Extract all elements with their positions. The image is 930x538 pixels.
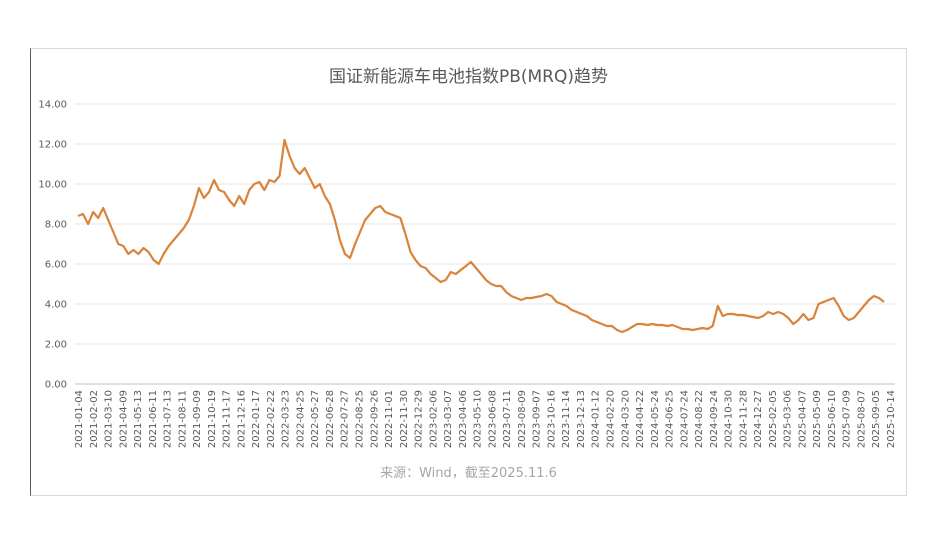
x-tick-label: 2024-06-25 <box>665 390 676 448</box>
x-tick-label: 2023-07-11 <box>502 390 513 448</box>
y-tick-label: 10.00 <box>38 180 67 191</box>
x-tick-label: 2022-11-30 <box>399 390 410 448</box>
x-tick-label: 2022-11-01 <box>384 390 395 448</box>
x-tick-label: 2022-08-25 <box>355 390 366 448</box>
x-tick-label: 2024-02-20 <box>605 390 616 448</box>
x-tick-label: 2021-08-11 <box>177 390 188 448</box>
x-tick-label: 2024-07-24 <box>679 390 690 448</box>
x-tick-label: 2022-07-27 <box>340 390 351 448</box>
x-tick-label: 2023-04-06 <box>458 390 469 448</box>
x-tick-label: 2021-07-13 <box>163 390 174 448</box>
y-tick-label: 6.00 <box>45 260 67 271</box>
x-tick-label: 2021-10-19 <box>207 390 218 448</box>
x-tick-label: 2023-03-07 <box>443 390 454 448</box>
x-tick-label: 2025-08-07 <box>856 390 867 448</box>
x-tick-label: 2025-05-09 <box>812 390 823 448</box>
x-tick-label: 2023-11-14 <box>561 390 572 448</box>
chart-source-note: 来源：Wind，截至2025.11.6 <box>380 466 557 481</box>
x-tick-label: 2021-11-17 <box>222 390 233 448</box>
x-tick-label: 2021-03-10 <box>104 390 115 448</box>
y-tick-label: 2.00 <box>45 340 67 351</box>
x-tick-label: 2024-09-24 <box>709 390 720 448</box>
x-tick-label: 2021-04-09 <box>118 390 129 448</box>
x-tick-label: 2022-05-27 <box>310 390 321 448</box>
x-tick-label: 2023-05-10 <box>473 390 484 448</box>
x-tick-label: 2024-08-22 <box>694 390 705 448</box>
chart-title: 国证新能源车电池指数PB(MRQ)趋势 <box>328 67 609 87</box>
x-tick-label: 2023-06-08 <box>487 390 498 448</box>
x-tick-label: 2022-03-23 <box>281 390 292 448</box>
x-tick-label: 2024-01-12 <box>591 390 602 448</box>
x-tick-label: 2021-05-13 <box>133 390 144 448</box>
x-tick-label: 2022-06-28 <box>325 390 336 448</box>
x-tick-label: 2022-12-29 <box>414 390 425 448</box>
x-tick-label: 2024-12-27 <box>753 390 764 448</box>
x-tick-label: 2025-07-09 <box>842 390 853 448</box>
x-tick-label: 2025-09-05 <box>871 390 882 448</box>
x-tick-label: 2022-01-17 <box>251 390 262 448</box>
y-tick-label: 12.00 <box>38 140 67 151</box>
x-tick-label: 2025-06-10 <box>827 390 838 448</box>
x-tick-label: 2023-09-07 <box>532 390 543 448</box>
x-tick-label: 2023-10-16 <box>546 390 557 448</box>
y-tick-label: 8.00 <box>45 220 67 231</box>
x-tick-label: 2024-05-24 <box>650 390 661 448</box>
x-tick-label: 2022-04-25 <box>295 390 306 448</box>
x-tick-label: 2021-09-09 <box>192 390 203 448</box>
x-tick-label: 2021-06-11 <box>148 390 159 448</box>
x-tick-label: 2024-11-28 <box>738 390 749 448</box>
y-tick-label: 14.00 <box>38 100 67 111</box>
x-tick-label: 2025-04-07 <box>797 390 808 448</box>
x-tick-label: 2025-02-05 <box>768 390 779 448</box>
x-tick-label: 2025-10-14 <box>886 390 897 448</box>
x-tick-label: 2021-01-04 <box>74 390 85 448</box>
x-tick-label: 2024-04-22 <box>635 390 646 448</box>
y-tick-label: 0.00 <box>45 380 67 391</box>
x-tick-label: 2023-12-13 <box>576 390 587 448</box>
x-tick-label: 2021-12-16 <box>236 390 247 448</box>
chart-frame <box>30 48 907 496</box>
x-tick-label: 2024-03-20 <box>620 390 631 448</box>
x-tick-label: 2022-09-26 <box>369 390 380 448</box>
x-tick-label: 2023-08-09 <box>517 390 528 448</box>
x-tick-label: 2023-02-06 <box>428 390 439 448</box>
x-tick-label: 2021-02-02 <box>89 390 100 448</box>
x-tick-label: 2025-03-06 <box>783 390 794 448</box>
x-tick-label: 2022-02-22 <box>266 390 277 448</box>
y-tick-label: 4.00 <box>45 300 67 311</box>
series-line <box>77 138 885 334</box>
x-tick-label: 2024-10-30 <box>724 390 735 448</box>
